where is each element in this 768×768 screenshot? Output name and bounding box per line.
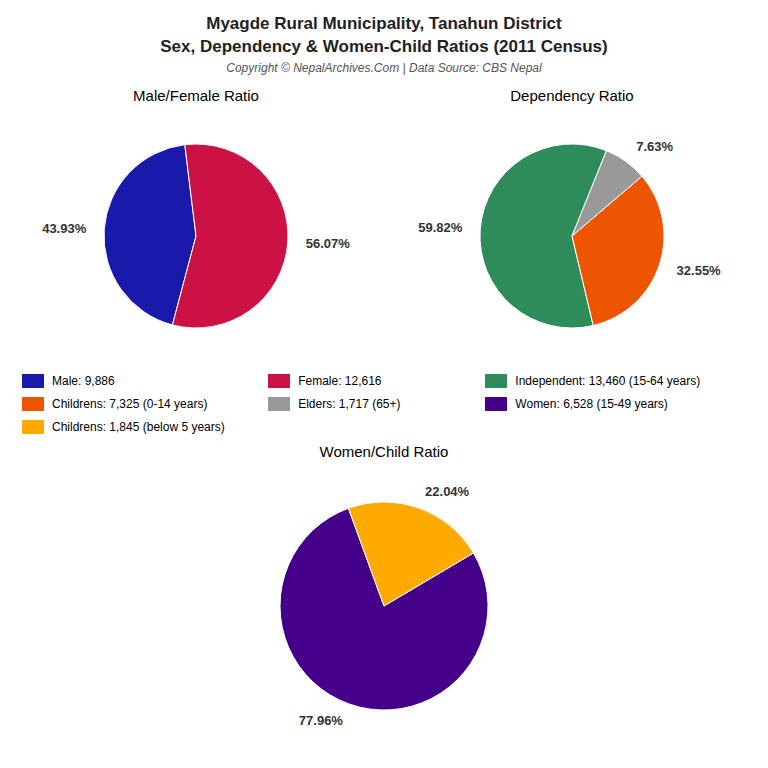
svg-text:43.93%: 43.93% xyxy=(42,221,87,236)
svg-text:77.96%: 77.96% xyxy=(299,713,344,728)
html-text:Female: 12,616: Female: 12,616 xyxy=(298,374,382,389)
html-text:Copyright © NepalArchives.Com: Copyright © NepalArchives.Com | Data Sou… xyxy=(226,61,542,75)
html-text:Childrens: 7,325 (0-14 years): Childrens: 7,325 (0-14 years) xyxy=(52,397,208,411)
svg-text:7.63%: 7.63% xyxy=(636,139,673,154)
svg-text:22.04%: 22.04% xyxy=(425,484,470,499)
html-text:Independent: 13,460 (15-64 yea: Independent: 13,460 (15-64 years) xyxy=(515,374,701,389)
html-text:Sex, Dependency & Women-Child: Sex, Dependency & Women-Child Ratios (20… xyxy=(160,37,608,56)
html-text:Myagde Rural Municipality, Tan: Myagde Rural Municipality, Tanahun Distr… xyxy=(206,14,562,33)
html-text:Women: 6,528 (15-49 years): Women: 6,528 (15-49 years) xyxy=(515,397,668,411)
html-text:Women/Child Ratio: Women/Child Ratio xyxy=(319,443,449,460)
svg-text:59.82%: 59.82% xyxy=(418,220,463,235)
html-text:Childrens: 1,845 (below 5 year: Childrens: 1,845 (below 5 years) xyxy=(52,419,225,434)
svg-text:56.07%: 56.07% xyxy=(306,236,351,251)
html-text:Dependency Ratio: Dependency Ratio xyxy=(510,87,634,104)
svg-text:32.55%: 32.55% xyxy=(677,263,722,278)
html-text:Male/Female Ratio: Male/Female Ratio xyxy=(133,87,259,104)
html-text:Elders: 1,717 (65+): Elders: 1,717 (65+) xyxy=(298,397,401,411)
html-text:Male: 9,886: Male: 9,886 xyxy=(52,374,115,389)
